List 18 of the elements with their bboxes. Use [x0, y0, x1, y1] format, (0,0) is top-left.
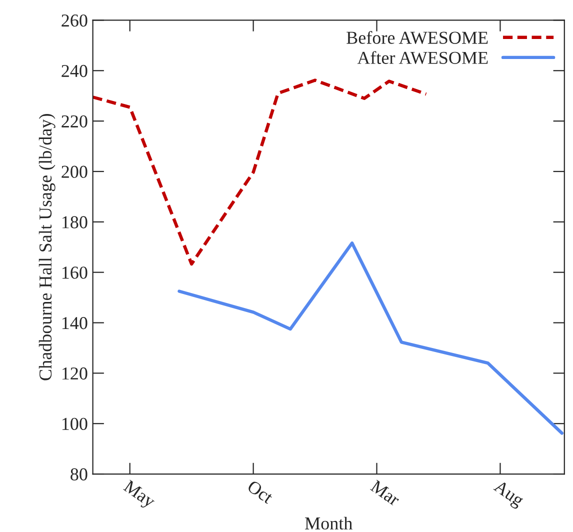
y-tick-label: 240 — [62, 64, 88, 78]
x-axis-title: Month — [305, 516, 352, 530]
y-tick-label: 160 — [62, 266, 88, 279]
y-tick-label: 200 — [62, 166, 88, 178]
y-tick-label: 220 — [62, 115, 88, 128]
text: Before AWESOME — [346, 30, 488, 44]
y-tick-label: 260 — [62, 14, 88, 27]
x-tick-label: Mar — [370, 480, 401, 506]
x-tick-label: Aug — [490, 479, 526, 510]
legend-label: After AWESOME — [357, 51, 488, 64]
x-tick-label: May — [120, 480, 157, 512]
y-tick-label: 120 — [62, 367, 88, 380]
x-tick-label: Oct — [246, 480, 274, 504]
y-tick-label: 140 — [62, 317, 88, 330]
y-tick-label: 180 — [62, 216, 88, 228]
y-tick-label: 80 — [70, 468, 88, 480]
y-tick-label: 100 — [62, 418, 88, 430]
y-axis-title: Chadbourne Hall Salt Usage (lb/day) — [38, 114, 56, 380]
